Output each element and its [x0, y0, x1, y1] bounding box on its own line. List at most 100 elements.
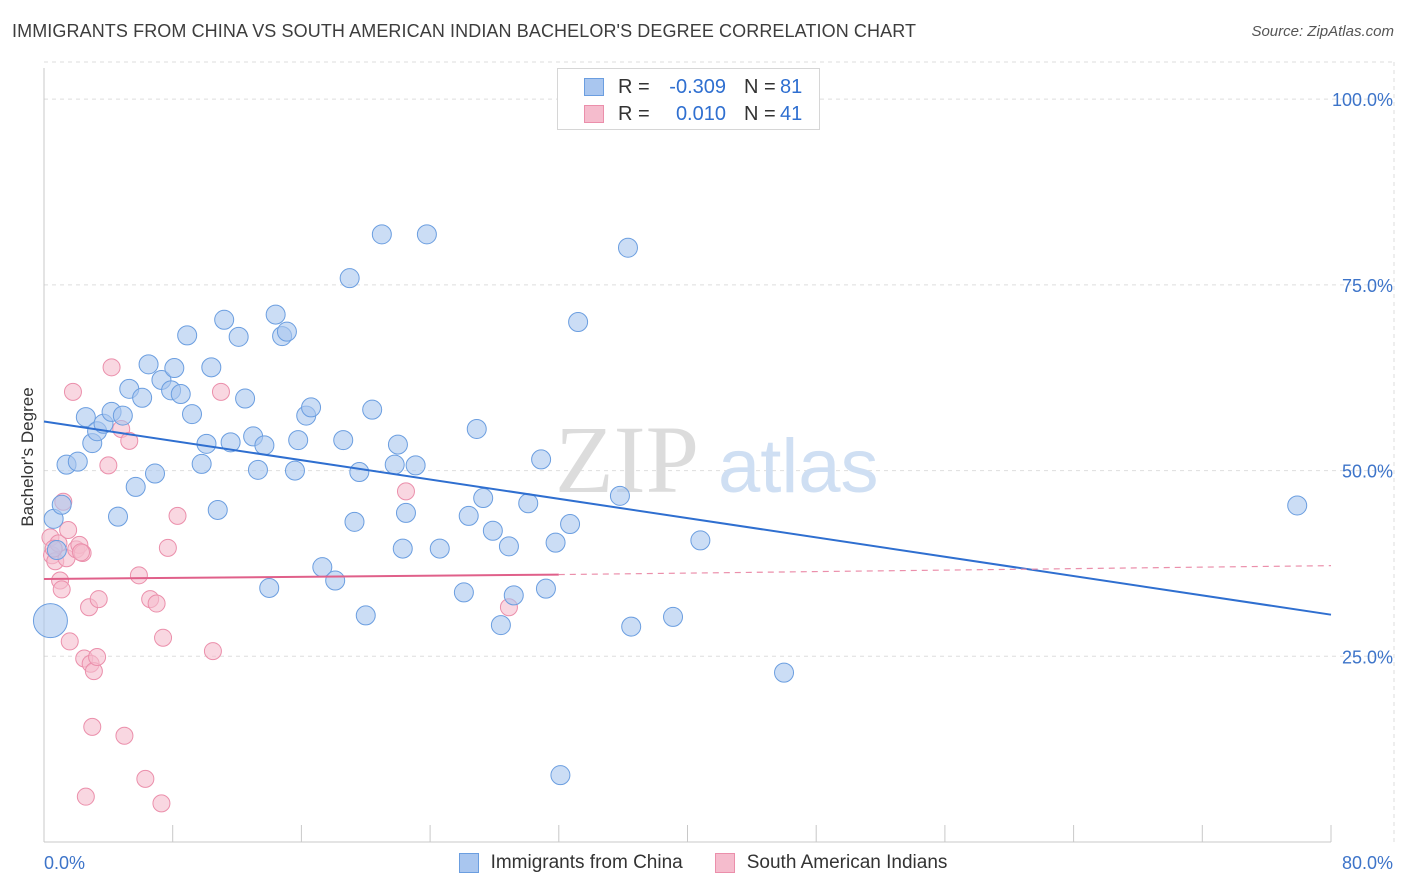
- watermark: ZIP atlas: [555, 406, 879, 513]
- legend-item-china: Immigrants from China: [458, 852, 683, 874]
- data-point: [191, 453, 212, 474]
- data-point: [568, 312, 589, 332]
- data-point: [265, 304, 286, 325]
- data-point: [220, 432, 241, 453]
- data-point: [76, 787, 95, 806]
- data-point: [228, 326, 249, 347]
- y-tick-label: 100.0%: [1332, 90, 1393, 110]
- data-point: [67, 451, 88, 472]
- data-point: [75, 407, 96, 428]
- data-point: [1287, 495, 1308, 516]
- data-point: [349, 462, 370, 483]
- series-legend: Immigrants from China South American Ind…: [0, 852, 1406, 874]
- chart-title: IMMIGRANTS FROM CHINA VS SOUTH AMERICAN …: [12, 21, 917, 41]
- trend-lines: [43, 420, 1332, 616]
- data-point: [154, 628, 173, 647]
- data-point: [405, 455, 426, 476]
- r-value: 0.010: [675, 102, 726, 125]
- data-point: [196, 433, 217, 454]
- data-point: [177, 325, 198, 346]
- data-point: [201, 357, 222, 378]
- source-label: Source: ZipAtlas.com: [1251, 23, 1394, 40]
- data-point: [182, 404, 203, 425]
- data-point: [88, 648, 107, 667]
- data-point: [63, 382, 82, 401]
- data-point: [344, 511, 365, 532]
- n-value: 41: [780, 102, 803, 125]
- data-point: [609, 485, 630, 506]
- data-point: [339, 268, 360, 289]
- data-point: [325, 570, 346, 591]
- r-value: -0.309: [669, 75, 726, 98]
- data-point: [550, 765, 571, 786]
- data-point: [453, 582, 474, 603]
- r-label: R =: [618, 102, 650, 125]
- data-point: [72, 543, 91, 562]
- data-point: [362, 399, 383, 420]
- legend-label: South American Indians: [746, 852, 948, 873]
- data-point: [214, 309, 235, 330]
- legend-label: Immigrants from China: [490, 852, 683, 873]
- watermark-atlas: atlas: [718, 424, 879, 509]
- y-tick-label: 50.0%: [1342, 462, 1393, 482]
- data-point: [416, 224, 437, 245]
- series-south-american-indians: [41, 358, 518, 813]
- data-point: [535, 578, 556, 599]
- data-point: [129, 566, 148, 585]
- data-point: [136, 769, 155, 788]
- data-point: [288, 430, 309, 451]
- y-tick-label: 75.0%: [1342, 276, 1393, 296]
- data-point: [164, 358, 185, 379]
- x-tick-label: 80.0%: [1342, 853, 1393, 873]
- trendline-china: [43, 420, 1332, 616]
- x-tick-label: 0.0%: [44, 853, 85, 873]
- data-point: [531, 449, 552, 470]
- data-point: [560, 514, 581, 535]
- legend-swatch-pink: [714, 853, 735, 873]
- data-point: [46, 540, 67, 561]
- data-point: [138, 354, 159, 375]
- data-point: [473, 488, 494, 509]
- data-point: [301, 397, 322, 418]
- y-tick-label: 25.0%: [1342, 647, 1393, 667]
- data-point: [247, 459, 268, 480]
- data-point: [102, 358, 121, 377]
- data-point: [458, 505, 479, 526]
- data-point: [115, 726, 134, 745]
- data-point: [120, 431, 139, 450]
- data-point: [60, 632, 79, 651]
- data-point: [384, 454, 405, 475]
- data-point: [168, 506, 187, 525]
- n-label: N =: [744, 102, 776, 125]
- r-label: R =: [618, 75, 650, 98]
- data-point: [355, 605, 376, 626]
- data-point: [518, 493, 539, 514]
- data-point: [235, 388, 256, 409]
- legend-swatch-pink: [584, 105, 604, 123]
- trendline-south-american-indians: [43, 573, 559, 581]
- data-point: [152, 794, 171, 813]
- data-point: [132, 387, 153, 408]
- data-point: [490, 615, 511, 636]
- data-point: [207, 499, 228, 520]
- data-point: [59, 521, 78, 539]
- data-point: [147, 594, 166, 613]
- data-point: [429, 538, 450, 559]
- data-point: [108, 506, 129, 527]
- data-point: [663, 606, 684, 627]
- data-point: [51, 494, 72, 515]
- trendline-extension: [558, 565, 1332, 576]
- n-value: 81: [780, 75, 803, 98]
- y-axis-label: Bachelor's Degree: [18, 387, 37, 526]
- axes: [43, 68, 1332, 843]
- data-point: [276, 321, 297, 342]
- data-point: [690, 530, 711, 551]
- data-point: [774, 662, 795, 683]
- n-label: N =: [744, 75, 776, 98]
- legend-swatch-blue: [458, 853, 479, 873]
- series-immigrants-from-china: [32, 224, 1308, 786]
- data-point: [89, 590, 108, 609]
- data-point: [371, 224, 392, 245]
- data-point: [112, 405, 133, 426]
